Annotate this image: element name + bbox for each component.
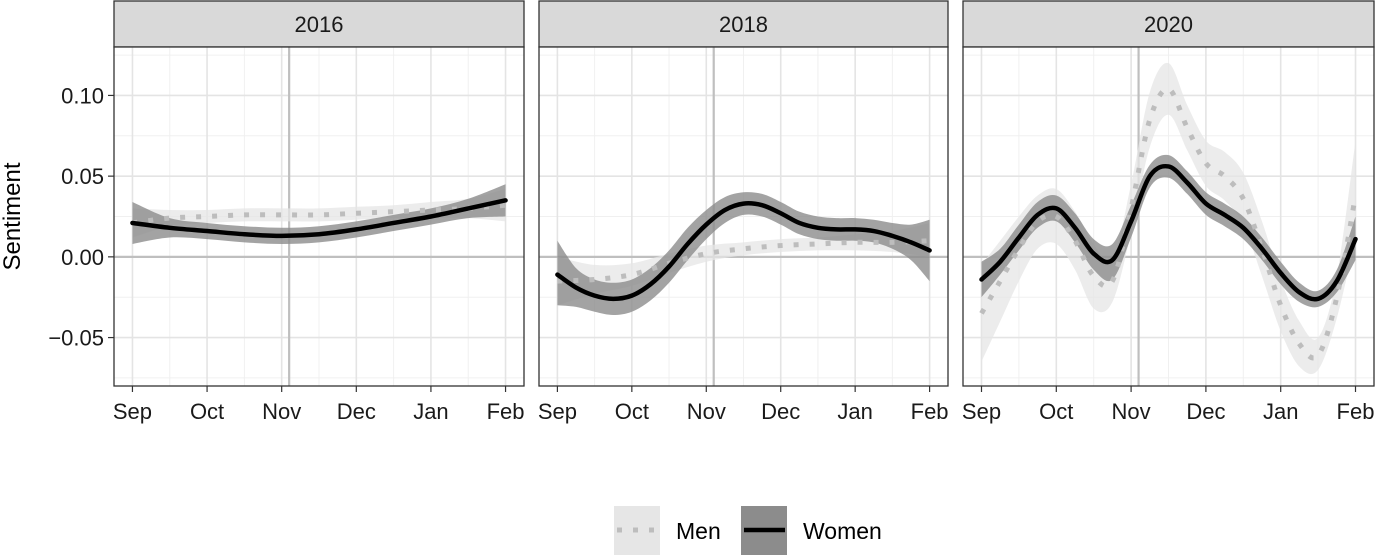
legend-label-women: Women [803, 518, 882, 544]
x-tick-label: Oct [615, 399, 649, 424]
facet-strip [962, 0, 1375, 48]
x-tick-label: Feb [487, 399, 525, 424]
x-tick-label: Sep [962, 399, 1001, 424]
legend-label-men: Men [676, 518, 721, 544]
x-tick-label: Dec [1186, 399, 1225, 424]
women-line [130, 198, 508, 239]
panel-2016: 2016 Sep Oct Nov Dec Jan Feb [113, 0, 525, 424]
y-tick-label: 0.10 [61, 83, 104, 108]
facet-strip-label: 2018 [719, 12, 768, 37]
y-tick-label: −0.05 [48, 326, 104, 351]
x-tick-label: Nov [1112, 399, 1151, 424]
x-tick-label: Oct [1039, 399, 1073, 424]
men-line [132, 202, 506, 226]
x-tick-label: Feb [911, 399, 949, 424]
x-tick-label: Sep [113, 399, 152, 424]
x-tick-label: Oct [190, 399, 224, 424]
x-tick-label: Jan [413, 399, 448, 424]
x-tick-label: Dec [761, 399, 800, 424]
y-tick-label: 0.00 [61, 245, 104, 270]
panel-border [113, 46, 525, 387]
women-line [979, 163, 1358, 302]
x-tick-label: Dec [337, 399, 376, 424]
x-tick-label: Feb [1337, 399, 1375, 424]
panel-2020: 2020 Sep Oct Nov Dec Jan Feb [962, 0, 1375, 424]
x-tick-label: Nov [262, 399, 301, 424]
men-confidence-band [132, 189, 506, 238]
men-confidence-band [557, 222, 930, 306]
women-confidence-band [981, 154, 1356, 308]
x-tick-label: Sep [538, 399, 577, 424]
panel-border [962, 46, 1375, 387]
facet-strip-label: 2016 [295, 12, 344, 37]
x-tick-label: Jan [837, 399, 872, 424]
facet-strip [113, 0, 525, 48]
panel-2018: 2018 Sep Oct Nov Dec Jan Feb [538, 0, 949, 424]
x-tick-label: Nov [687, 399, 726, 424]
women-line [555, 201, 932, 302]
legend: Men Women [614, 506, 882, 555]
panel-border [538, 46, 949, 387]
facet-strip-label: 2020 [1144, 12, 1193, 37]
x-tick-label: Jan [1263, 399, 1298, 424]
y-tick-label: 0.05 [61, 164, 104, 189]
women-confidence-band [132, 184, 506, 244]
y-axis-title: Sentiment [0, 162, 26, 270]
